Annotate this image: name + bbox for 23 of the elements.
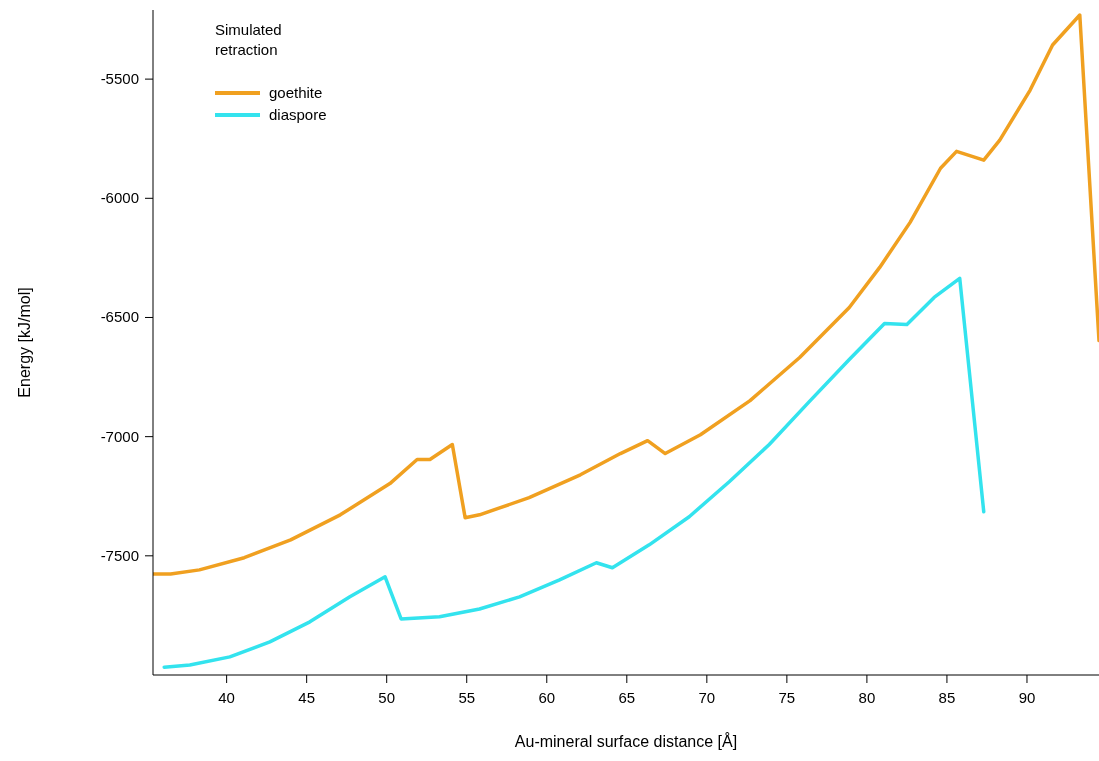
x-tick-label: 70 <box>698 689 716 706</box>
y-tick-label: -7500 <box>100 546 139 564</box>
x-tick-label: 55 <box>458 689 476 706</box>
x-tick-label: 65 <box>618 689 636 706</box>
y-tick-label: -6000 <box>100 189 139 207</box>
x-tick-label: 60 <box>538 689 556 706</box>
x-tick-label: 85 <box>938 689 956 706</box>
y-tick-label: -7000 <box>100 427 139 445</box>
legend-label: diaspore <box>269 106 327 123</box>
x-tick-label: 80 <box>858 689 876 706</box>
x-axis-title: Au-mineral surface distance [Å] <box>514 732 738 750</box>
x-tick-label: 50 <box>378 689 396 706</box>
x-tick-label: 45 <box>298 689 316 706</box>
y-axis-title: Energy [kJ/mol] <box>16 287 33 398</box>
line-series <box>162 276 986 669</box>
line-series <box>153 13 1099 576</box>
y-tick-label: -5500 <box>100 70 139 88</box>
y-tick-label: -6500 <box>100 308 139 326</box>
x-tick-label: 90 <box>1018 689 1036 706</box>
legend-title: Simulated retraction <box>215 21 282 58</box>
x-tick-label: 40 <box>218 689 235 706</box>
legend-label: goethite <box>269 84 323 101</box>
x-tick-label: 75 <box>778 689 796 706</box>
